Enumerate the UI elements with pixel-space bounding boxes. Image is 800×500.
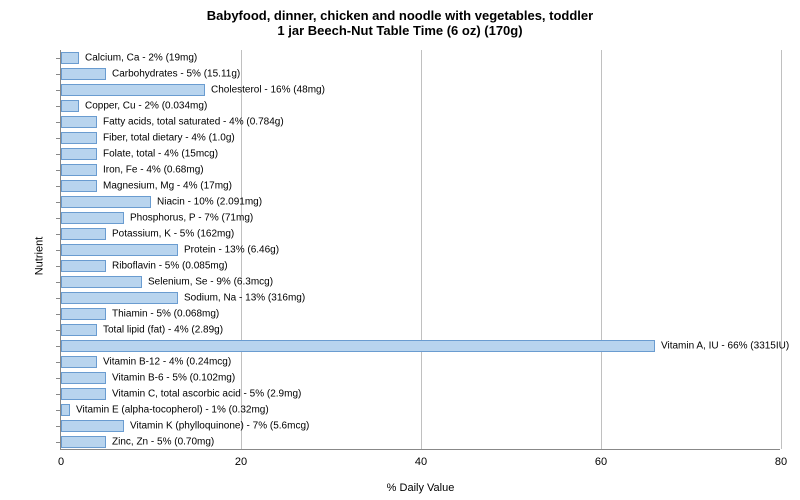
- nutrient-bar-label: Fatty acids, total saturated - 4% (0.784…: [103, 117, 284, 128]
- nutrient-bar: [61, 372, 106, 384]
- nutrient-bar: [61, 68, 106, 80]
- nutrient-bar-label: Potassium, K - 5% (162mg): [112, 229, 234, 240]
- nutrient-bar: [61, 276, 142, 288]
- nutrient-bar-label: Vitamin E (alpha-tocopherol) - 1% (0.32m…: [76, 405, 269, 416]
- nutrient-bar: [61, 420, 124, 432]
- nutrient-bar-label: Vitamin B-6 - 5% (0.102mg): [112, 373, 235, 384]
- nutrient-bar-label: Copper, Cu - 2% (0.034mg): [85, 101, 207, 112]
- nutrient-bar: [61, 324, 97, 336]
- gridline: [601, 50, 602, 449]
- nutrient-bar-label: Iron, Fe - 4% (0.68mg): [103, 165, 204, 176]
- nutrient-bar-label: Vitamin K (phylloquinone) - 7% (5.6mcg): [130, 421, 309, 432]
- nutrient-bar: [61, 228, 106, 240]
- gridline: [421, 50, 422, 449]
- nutrient-bar-label: Vitamin C, total ascorbic acid - 5% (2.9…: [112, 389, 301, 400]
- nutrient-bar: [61, 388, 106, 400]
- nutrient-bar: [61, 100, 79, 112]
- nutrient-bar: [61, 180, 97, 192]
- nutrient-bar: [61, 52, 79, 64]
- nutrient-bar-label: Fiber, total dietary - 4% (1.0g): [103, 133, 235, 144]
- nutrient-bar-label: Sodium, Na - 13% (316mg): [184, 293, 305, 304]
- nutrient-bar: [61, 164, 97, 176]
- nutrient-bar-label: Selenium, Se - 9% (6.3mcg): [148, 277, 273, 288]
- nutrient-bar-label: Cholesterol - 16% (48mg): [211, 85, 325, 96]
- x-axis-label: % Daily Value: [387, 482, 455, 494]
- xtick-label: 0: [58, 456, 64, 468]
- plot-area: 020406080% Daily ValueCalcium, Ca - 2% (…: [60, 50, 780, 450]
- nutrient-bar: [61, 436, 106, 448]
- nutrient-bar: [61, 356, 97, 368]
- nutrient-bar: [61, 132, 97, 144]
- nutrient-bar: [61, 292, 178, 304]
- nutrient-bar-label: Thiamin - 5% (0.068mg): [112, 309, 219, 320]
- nutrient-bar: [61, 340, 655, 352]
- xtick-label: 80: [775, 456, 787, 468]
- nutrient-bar-label: Protein - 13% (6.46g): [184, 245, 279, 256]
- nutrient-bar: [61, 244, 178, 256]
- chart-title-line2: 1 jar Beech-Nut Table Time (6 oz) (170g): [0, 23, 800, 38]
- chart-title-line1: Babyfood, dinner, chicken and noodle wit…: [0, 8, 800, 23]
- nutrient-bar: [61, 196, 151, 208]
- nutrient-bar-label: Zinc, Zn - 5% (0.70mg): [112, 437, 214, 448]
- nutrient-bar-label: Phosphorus, P - 7% (71mg): [130, 213, 253, 224]
- nutrient-bar-label: Vitamin B-12 - 4% (0.24mcg): [103, 357, 231, 368]
- nutrient-chart: Babyfood, dinner, chicken and noodle wit…: [0, 0, 800, 500]
- nutrient-bar-label: Total lipid (fat) - 4% (2.89g): [103, 325, 223, 336]
- nutrient-bar: [61, 260, 106, 272]
- nutrient-bar: [61, 116, 97, 128]
- gridline: [781, 50, 782, 449]
- nutrient-bar: [61, 148, 97, 160]
- xtick-label: 20: [235, 456, 247, 468]
- y-axis-label: Nutrient: [33, 237, 45, 276]
- nutrient-bar-label: Calcium, Ca - 2% (19mg): [85, 53, 197, 64]
- nutrient-bar: [61, 212, 124, 224]
- xtick-label: 40: [415, 456, 427, 468]
- nutrient-bar-label: Niacin - 10% (2.091mg): [157, 197, 262, 208]
- nutrient-bar-label: Magnesium, Mg - 4% (17mg): [103, 181, 232, 192]
- chart-title: Babyfood, dinner, chicken and noodle wit…: [0, 0, 800, 38]
- nutrient-bar-label: Folate, total - 4% (15mcg): [103, 149, 218, 160]
- nutrient-bar: [61, 84, 205, 96]
- xtick-label: 60: [595, 456, 607, 468]
- nutrient-bar: [61, 308, 106, 320]
- nutrient-bar: [61, 404, 70, 416]
- nutrient-bar-label: Riboflavin - 5% (0.085mg): [112, 261, 228, 272]
- nutrient-bar-label: Vitamin A, IU - 66% (3315IU): [661, 341, 789, 352]
- nutrient-bar-label: Carbohydrates - 5% (15.11g): [112, 69, 240, 80]
